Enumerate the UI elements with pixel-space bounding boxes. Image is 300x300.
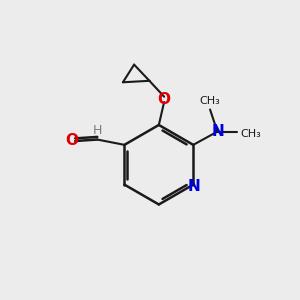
Text: CH₃: CH₃ bbox=[200, 96, 220, 106]
Text: N: N bbox=[188, 179, 200, 194]
Text: H: H bbox=[93, 124, 103, 137]
Text: CH₃: CH₃ bbox=[240, 129, 261, 139]
Text: O: O bbox=[158, 92, 171, 107]
Text: N: N bbox=[212, 124, 224, 139]
Text: O: O bbox=[65, 133, 78, 148]
